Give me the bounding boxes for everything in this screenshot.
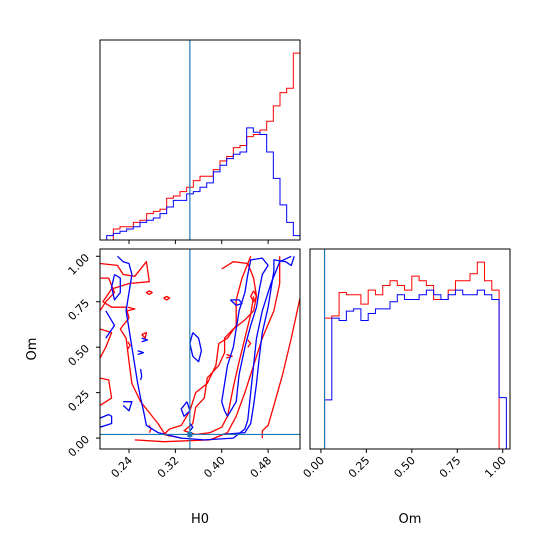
- h0-histogram-frame: [99, 39, 301, 241]
- red-histogram-series: [100, 52, 301, 241]
- red-contour-line: [100, 261, 170, 437]
- x-tick-label: 1.00: [482, 454, 509, 481]
- x-tick-label: 0.25: [346, 454, 373, 481]
- blue-contour-line: [189, 423, 194, 432]
- x-tick-label: 0.32: [155, 454, 182, 481]
- x-tick-label: 0.50: [391, 454, 418, 481]
- x-tick-label: 0.00: [301, 454, 328, 481]
- red-histogram-series: [317, 261, 507, 450]
- blue-contour-line: [229, 299, 243, 307]
- red-contour-line: [261, 297, 300, 439]
- red-contour-line: [163, 256, 252, 439]
- y-tick-label: 1.00: [66, 251, 93, 278]
- x-tick-label: 0.75: [437, 454, 464, 481]
- blue-contour-line: [122, 401, 133, 412]
- red-contour-line: [145, 290, 153, 296]
- contour-lines: [100, 255, 300, 443]
- red-contour-line: [100, 277, 116, 312]
- y-tick-label: 0.25: [66, 388, 93, 415]
- red-contour-line: [141, 331, 148, 339]
- blue-contour-line: [141, 337, 149, 343]
- red-contour-line: [226, 353, 233, 359]
- x-axis-label: Om: [399, 512, 422, 527]
- red-contour-line: [100, 328, 113, 359]
- red-contour-line: [250, 290, 258, 303]
- blue-contour-line: [189, 332, 203, 363]
- y-tick-label: 0.50: [66, 342, 93, 369]
- blue-contour-line: [221, 256, 295, 436]
- om-histogram-frame: [309, 248, 511, 450]
- red-contour-line: [100, 377, 113, 406]
- red-contour-line: [163, 295, 171, 301]
- y-tick-label: 0.75: [66, 297, 93, 324]
- x-tick-label: 0.40: [201, 454, 228, 481]
- blue-contour-line: [100, 413, 113, 428]
- red-contour-line: [247, 339, 252, 348]
- x-axis-label: H0: [191, 512, 209, 527]
- blue-contour-line: [180, 401, 191, 417]
- blue-contour-line: [137, 350, 145, 356]
- h0-om-contour-panel: 0.24 0.32 0.40 0.48 0.00 0.25 0.50 0.75 1.00 H0 Om: [25, 248, 301, 527]
- x-tick-label: 0.48: [248, 454, 275, 481]
- blue-contour-line: [139, 368, 143, 381]
- blue-contour-line: [105, 310, 116, 339]
- blue-contour-line: [116, 255, 292, 441]
- red-contour-line: [127, 306, 136, 312]
- blue-contour-line: [110, 273, 121, 301]
- y-axis-label: Om: [25, 338, 40, 361]
- blue-histogram-series: [100, 127, 301, 241]
- y-tick-label: 0.00: [66, 433, 93, 460]
- red-contour-line: [134, 256, 281, 443]
- om-histogram-panel: 0.00 0.25 0.50 0.75 1.00 Om: [301, 248, 511, 527]
- blue-histogram-series: [317, 289, 507, 450]
- blue-contour-line: [221, 257, 269, 417]
- red-contour-line: [127, 341, 131, 350]
- h0-histogram-panel: [99, 39, 301, 244]
- contour-frame: [99, 248, 301, 450]
- truth-marker: [187, 431, 193, 437]
- red-contour-line: [148, 425, 152, 433]
- x-tick-label: 0.24: [109, 454, 136, 481]
